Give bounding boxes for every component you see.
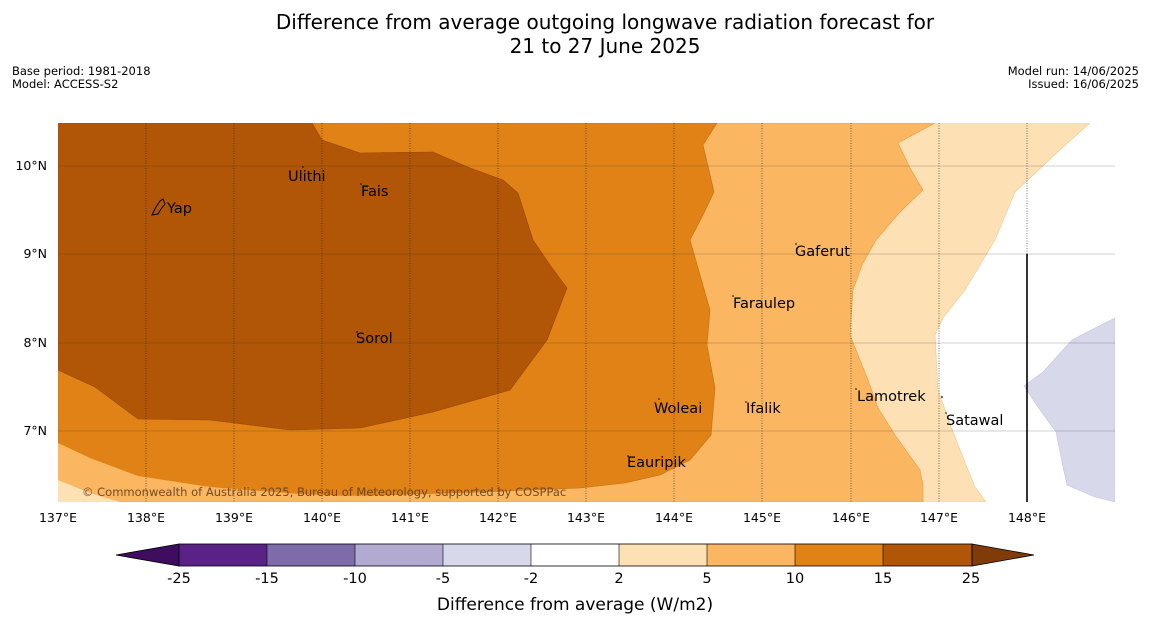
colorbar-tick-10: 10 (786, 571, 804, 587)
label-fais: Fais (361, 184, 388, 200)
colorbar-segment-n25-n15 (179, 544, 267, 566)
colorbar-segment-n10-n5 (355, 544, 443, 566)
lat-label-8n: 8°N (23, 335, 47, 350)
colorbar-segment-n15-n10 (267, 544, 355, 566)
lat-label-10n: 10°N (15, 158, 47, 173)
label-satawal: Satawal (946, 413, 1003, 429)
model-name: Model: ACCESS-S2 (12, 77, 119, 91)
lon-label-138e: 138°E (127, 510, 165, 525)
base-period: Base period: 1981-2018 (12, 64, 151, 78)
label-ifalik: Ifalik (746, 401, 781, 417)
colorbar-outline (178, 543, 973, 567)
run-info: Model run: 14/06/2025 Issued: 16/06/2025 (1008, 65, 1139, 91)
colorbar-tick-15: 15 (874, 571, 892, 587)
colorbar-segment-n5-n2 (443, 544, 531, 566)
label-lamotrek: Lamotrek (857, 389, 926, 405)
model-run: Model run: 14/06/2025 (1007, 64, 1139, 78)
contour-edge-5-10 (58, 443, 500, 502)
colorbar-tick-n25: -25 (167, 571, 191, 587)
lon-label-145e: 145°E (743, 510, 781, 525)
island-dots (302, 166, 947, 457)
lon-label-137e: 137°E (39, 510, 77, 525)
label-woleai: Woleai (654, 401, 702, 417)
yap-island-outline (151, 198, 166, 216)
label-sorol: Sorol (356, 331, 393, 347)
colorbar-segment-5-10 (707, 544, 795, 566)
base-info: Base period: 1981-2018 Model: ACCESS-S2 (12, 65, 151, 91)
lon-label-142e: 142°E (479, 510, 517, 525)
colorbar-segment-n2-2 (531, 544, 619, 566)
colorbar-dividers (266, 544, 884, 566)
map-plot-area: Yap Ulithi Fais Gaferut Faraulep Sorol W… (58, 123, 1115, 502)
contour-neg-5-2 (1023, 317, 1115, 502)
colorbar-tick-n10: -10 (343, 571, 367, 587)
colorbar-segment-2-5 (619, 544, 707, 566)
label-eauripik: Eauripik (627, 455, 686, 471)
lon-label-144e: 144°E (655, 510, 693, 525)
issued-date: Issued: 16/06/2025 (1028, 77, 1139, 91)
colorbar-tick-n2: -2 (524, 571, 538, 587)
colorbar-tick-5: 5 (702, 571, 711, 587)
contour-15-25 (58, 123, 568, 431)
label-yap: Yap (166, 201, 192, 217)
colorbar-label: Difference from average (W/m2) (437, 595, 713, 615)
colorbar-segment-15-25 (883, 544, 972, 566)
colorbar-tick-n5: -5 (436, 571, 450, 587)
contour-edge-2-5 (58, 480, 120, 502)
map-title: Difference from average outgoing longwav… (0, 10, 1150, 58)
colorbar-tick-2: 2 (614, 571, 623, 587)
colorbar-tick-n15: -15 (255, 571, 279, 587)
label-gaferut: Gaferut (795, 244, 850, 260)
lat-label-7n: 7°N (23, 423, 47, 438)
lon-label-140e: 140°E (303, 510, 341, 525)
lon-label-143e: 143°E (567, 510, 605, 525)
colorbar-segment-10-15 (795, 544, 883, 566)
lon-label-148e: 148°E (1008, 510, 1046, 525)
lat-label-9n: 9°N (23, 246, 47, 261)
colorbar-tick-25: 25 (962, 571, 980, 587)
colorbar-extend-high (971, 543, 1035, 567)
copyright-notice: © Commonwealth of Australia 2025, Bureau… (82, 485, 566, 499)
title-line-2: 21 to 27 June 2025 (509, 34, 701, 58)
colorbar-extend-low (115, 543, 180, 567)
lon-label-139e: 139°E (215, 510, 253, 525)
colorbar: -25 -15 -10 -5 -2 2 5 10 15 25 Differenc… (115, 543, 1035, 615)
lon-label-146e: 146°E (832, 510, 870, 525)
title-line-1: Difference from average outgoing longwav… (275, 10, 935, 34)
label-ulithi: Ulithi (288, 169, 326, 185)
lon-label-147e: 147°E (920, 510, 958, 525)
label-faraulep: Faraulep (733, 296, 795, 312)
lon-label-141e: 141°E (391, 510, 429, 525)
